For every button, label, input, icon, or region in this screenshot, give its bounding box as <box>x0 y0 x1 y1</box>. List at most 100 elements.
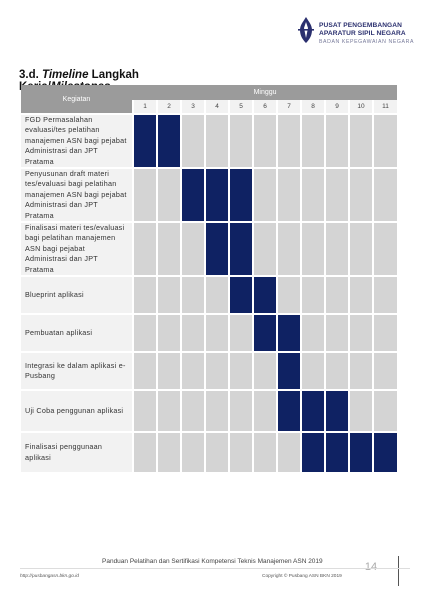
week-number-10: 10 <box>348 100 373 114</box>
timeline-row: Integrasi ke dalam aplikasi e-Pusbang <box>21 351 398 391</box>
inactive-week-cell <box>300 112 325 169</box>
inactive-week-cell <box>252 112 277 169</box>
footer-divider <box>398 556 399 586</box>
footer-copyright: Copyright © Pusbang ASN BKN 2019 <box>262 574 342 579</box>
timeline-row: FGD Permasalahan evaluasi/tes pelatihan … <box>21 112 398 169</box>
week-number-5: 5 <box>228 100 253 114</box>
inactive-week-cell <box>276 431 301 473</box>
inactive-week-cell <box>156 389 181 433</box>
inactive-week-cell <box>371 275 398 315</box>
inactive-week-cell <box>324 112 349 169</box>
footer-title: Panduan Pelatihan dan Sertifikasi Kompet… <box>102 558 323 565</box>
activity-label: Integrasi ke dalam aplikasi e-Pusbang <box>21 351 133 391</box>
inactive-week-cell <box>348 112 373 169</box>
activity-label: Finalisasi penggunaan aplikasi <box>21 431 133 473</box>
active-week-cell <box>371 431 398 473</box>
inactive-week-cell <box>348 221 373 277</box>
inactive-week-cell <box>348 275 373 315</box>
active-week-cell <box>180 167 205 223</box>
logo-line-3: BADAN KEPEGAWAIAN NEGARA <box>319 39 415 45</box>
inactive-week-cell <box>228 112 253 169</box>
activity-label: FGD Permasalahan evaluasi/tes pelatihan … <box>21 112 133 169</box>
institution-logo: PUSAT PENGEMBANGAN APARATUR SIPIL NEGARA… <box>297 14 415 52</box>
inactive-week-cell <box>300 275 325 315</box>
inactive-week-cell <box>156 313 181 353</box>
inactive-week-cell <box>156 167 181 223</box>
inactive-week-cell <box>276 112 301 169</box>
inactive-week-cell <box>132 431 157 473</box>
active-week-cell <box>228 221 253 277</box>
inactive-week-cell <box>371 167 398 223</box>
page-number: 14 <box>358 558 384 576</box>
inactive-week-cell <box>324 313 349 353</box>
inactive-week-cell <box>156 221 181 277</box>
bkn-emblem-icon <box>298 17 314 43</box>
footer-rule <box>20 568 410 569</box>
activity-column-header: Kegiatan <box>21 85 133 114</box>
inactive-week-cell <box>180 221 205 277</box>
timeline-table: Kegiatan Minggu 1 2 3 4 5 6 7 8 9 10 11 FGD Permas… <box>21 85 398 473</box>
inactive-week-cell <box>348 167 373 223</box>
week-number-6: 6 <box>252 100 277 114</box>
inactive-week-cell <box>300 313 325 353</box>
inactive-week-cell <box>371 221 398 277</box>
week-number-row: 1 2 3 4 5 6 7 8 9 10 11 <box>21 100 398 114</box>
inactive-week-cell <box>180 351 205 391</box>
active-week-cell <box>300 389 325 433</box>
inactive-week-cell <box>300 221 325 277</box>
active-week-cell <box>204 221 229 277</box>
active-week-cell <box>276 351 301 391</box>
logo-line-2: APARATUR SIPIL NEGARA <box>319 30 406 37</box>
section-title-line-1: 3.d. Timeline Langkah <box>19 69 139 81</box>
inactive-week-cell <box>371 351 398 391</box>
inactive-week-cell <box>204 112 229 169</box>
activity-label: Pembuatan aplikasi <box>21 313 133 353</box>
inactive-week-cell <box>204 431 229 473</box>
inactive-week-cell <box>371 112 398 169</box>
active-week-cell <box>324 389 349 433</box>
inactive-week-cell <box>228 389 253 433</box>
active-week-cell <box>156 112 181 169</box>
inactive-week-cell <box>132 167 157 223</box>
inactive-week-cell <box>132 313 157 353</box>
inactive-week-cell <box>132 275 157 315</box>
active-week-cell <box>132 112 157 169</box>
inactive-week-cell <box>228 351 253 391</box>
week-number-11: 11 <box>371 100 398 114</box>
activity-label: Uji Coba penggunan aplikasi <box>21 389 133 433</box>
inactive-week-cell <box>228 313 253 353</box>
active-week-cell <box>300 431 325 473</box>
inactive-week-cell <box>180 112 205 169</box>
inactive-week-cell <box>132 221 157 277</box>
inactive-week-cell <box>252 221 277 277</box>
inactive-week-cell <box>204 351 229 391</box>
week-number-8: 8 <box>300 100 325 114</box>
inactive-week-cell <box>371 389 398 433</box>
inactive-week-cell <box>276 275 301 315</box>
inactive-week-cell <box>228 431 253 473</box>
inactive-week-cell <box>276 167 301 223</box>
active-week-cell <box>228 167 253 223</box>
inactive-week-cell <box>324 167 349 223</box>
week-number-2: 2 <box>156 100 181 114</box>
timeline-row: Blueprint aplikasi <box>21 275 398 315</box>
inactive-week-cell <box>180 313 205 353</box>
inactive-week-cell <box>324 275 349 315</box>
inactive-week-cell <box>348 389 373 433</box>
logo-line-1: PUSAT PENGEMBANGAN <box>319 22 403 29</box>
inactive-week-cell <box>180 389 205 433</box>
inactive-week-cell <box>276 221 301 277</box>
week-number-3: 3 <box>180 100 205 114</box>
active-week-cell <box>228 275 253 315</box>
active-week-cell <box>204 167 229 223</box>
inactive-week-cell <box>252 351 277 391</box>
inactive-week-cell <box>348 313 373 353</box>
activity-label: Blueprint aplikasi <box>21 275 133 315</box>
active-week-cell <box>252 275 277 315</box>
inactive-week-cell <box>324 221 349 277</box>
inactive-week-cell <box>204 389 229 433</box>
section-number: 3.d. <box>19 69 43 81</box>
timeline-row: Uji Coba penggunan aplikasi <box>21 389 398 433</box>
inactive-week-cell <box>348 351 373 391</box>
timeline-body: FGD Permasalahan evaluasi/tes pelatihan … <box>21 112 398 473</box>
